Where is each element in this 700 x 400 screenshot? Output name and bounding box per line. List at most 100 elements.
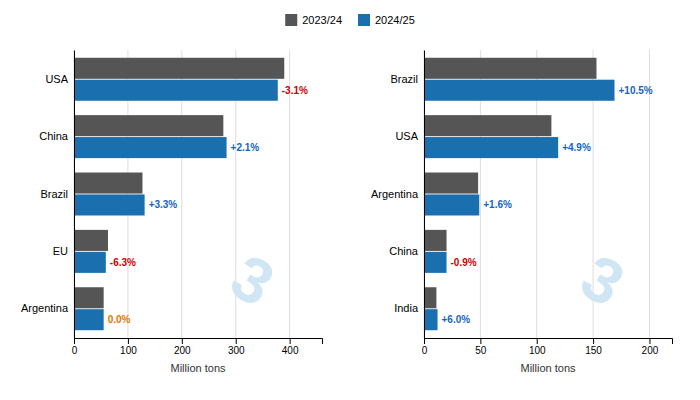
y-tick-label: Brazil bbox=[390, 73, 418, 85]
x-axis-title: Million tons bbox=[520, 362, 576, 374]
x-tick-mark bbox=[480, 338, 481, 344]
y-tick: EU bbox=[53, 245, 68, 257]
bar bbox=[424, 309, 438, 330]
change-label: +10.5% bbox=[619, 85, 653, 96]
legend-label: 2024/25 bbox=[375, 14, 415, 26]
bars bbox=[424, 58, 615, 330]
y-tick-label: EU bbox=[53, 245, 68, 257]
change-label: -3.1% bbox=[282, 85, 308, 96]
x-tick-label: 0 bbox=[72, 345, 78, 356]
y-tick-label: China bbox=[39, 130, 69, 142]
panel: 3 +10.5% +4.9% +1.6% -0.9% +6.0% 0 50 100 150 200 B… bbox=[371, 50, 673, 374]
legend: 2023/24 2024/25 bbox=[285, 14, 415, 26]
bar bbox=[424, 115, 551, 136]
watermark: 3 bbox=[569, 240, 636, 320]
bar bbox=[74, 194, 145, 215]
grid bbox=[74, 50, 290, 338]
bar bbox=[424, 287, 436, 308]
bar bbox=[424, 194, 479, 215]
x-tick: 300 bbox=[228, 338, 245, 356]
y-axis: Brazil USA Argentina China India bbox=[371, 51, 425, 339]
y-axis: USA China Brazil EU Argentina bbox=[21, 51, 75, 339]
legend-item: 2024/25 bbox=[358, 14, 415, 26]
x-tick-mark bbox=[128, 338, 129, 344]
change-label: +4.9% bbox=[562, 142, 591, 153]
x-tick-mark bbox=[424, 338, 425, 344]
x-tick-mark bbox=[649, 338, 650, 344]
bar bbox=[74, 287, 104, 308]
x-tick-mark bbox=[182, 338, 183, 344]
chart: 3 -3.1% +2.1% +3.3% -6.3% 0.0% 0 100 200 300 400 US… bbox=[0, 0, 700, 400]
y-tick-label: USA bbox=[45, 73, 68, 85]
x-axis-title: Million tons bbox=[170, 362, 226, 374]
x-tick-label: 0 bbox=[422, 345, 428, 356]
y-tick: China bbox=[389, 245, 419, 257]
grid-line bbox=[424, 50, 425, 338]
bar bbox=[424, 252, 447, 273]
bar bbox=[74, 173, 142, 194]
y-tick-label: USA bbox=[395, 130, 418, 142]
x-tick: 100 bbox=[529, 338, 546, 356]
x-tick-mark bbox=[74, 338, 75, 344]
bar bbox=[74, 230, 108, 251]
bar bbox=[74, 137, 227, 158]
change-label: +2.1% bbox=[231, 142, 260, 153]
background bbox=[0, 0, 700, 400]
x-tick: 0 bbox=[72, 338, 78, 356]
grid-line bbox=[74, 50, 75, 338]
y-tick-label: India bbox=[394, 302, 419, 314]
x-tick-label: 200 bbox=[642, 345, 659, 356]
change-label: -0.9% bbox=[451, 257, 477, 268]
watermarks: 3 bbox=[569, 240, 636, 320]
panel: 3-3.1%+2.1%+3.3%-6.3%0.0%0100200300400US… bbox=[21, 50, 323, 374]
x-tick: 50 bbox=[475, 338, 487, 356]
bar bbox=[424, 80, 615, 101]
y-tick-label: China bbox=[389, 245, 419, 257]
bars bbox=[74, 58, 284, 330]
x-tick: 0 bbox=[422, 338, 428, 356]
x-axis: 0 50 100 150 200 bbox=[422, 338, 673, 356]
y-tick-label: Brazil bbox=[40, 188, 68, 200]
y-tick: Argentina bbox=[371, 188, 419, 200]
x-tick-label: 50 bbox=[475, 345, 487, 356]
change-label: +6.0% bbox=[442, 314, 471, 325]
y-tick: Brazil bbox=[390, 73, 418, 85]
bar bbox=[424, 58, 596, 79]
y-axis-line bbox=[74, 51, 75, 339]
bar bbox=[74, 252, 106, 273]
x-tick-label: 100 bbox=[529, 345, 546, 356]
y-tick: USA bbox=[45, 73, 68, 85]
x-axis-line bbox=[75, 339, 323, 345]
change-label: -6.3% bbox=[110, 257, 136, 268]
y-tick: China bbox=[39, 130, 69, 142]
x-tick-mark bbox=[593, 338, 594, 344]
grid bbox=[424, 50, 649, 338]
change-label: +1.6% bbox=[483, 199, 512, 210]
bar bbox=[424, 173, 478, 194]
change-label: +3.3% bbox=[149, 199, 178, 210]
bar bbox=[74, 58, 284, 79]
legend-item: 2023/24 bbox=[285, 14, 342, 26]
x-tick: 200 bbox=[174, 338, 191, 356]
bar bbox=[74, 115, 223, 136]
x-tick-label: 300 bbox=[228, 345, 245, 356]
x-tick: 150 bbox=[585, 338, 602, 356]
x-tick-label: 200 bbox=[174, 345, 191, 356]
bar bbox=[424, 137, 558, 158]
legend-swatch bbox=[285, 14, 297, 26]
y-tick: Brazil bbox=[40, 188, 68, 200]
x-tick-label: 400 bbox=[282, 345, 299, 356]
x-tick-mark bbox=[236, 338, 237, 344]
y-tick-label: Argentina bbox=[21, 302, 69, 314]
change-label: 0.0% bbox=[108, 314, 131, 325]
y-axis-line bbox=[424, 51, 425, 339]
bar bbox=[424, 230, 447, 251]
bar bbox=[74, 80, 278, 101]
y-tick: Argentina bbox=[21, 302, 69, 314]
x-tick-mark bbox=[537, 338, 538, 344]
x-tick: 200 bbox=[642, 338, 659, 356]
bar-labels: -3.1% +2.1% +3.3% -6.3% 0.0% bbox=[108, 85, 308, 325]
x-axis: 0100200300400 bbox=[72, 338, 323, 356]
x-tick: 400 bbox=[282, 338, 299, 356]
x-tick-label: 150 bbox=[585, 345, 602, 356]
